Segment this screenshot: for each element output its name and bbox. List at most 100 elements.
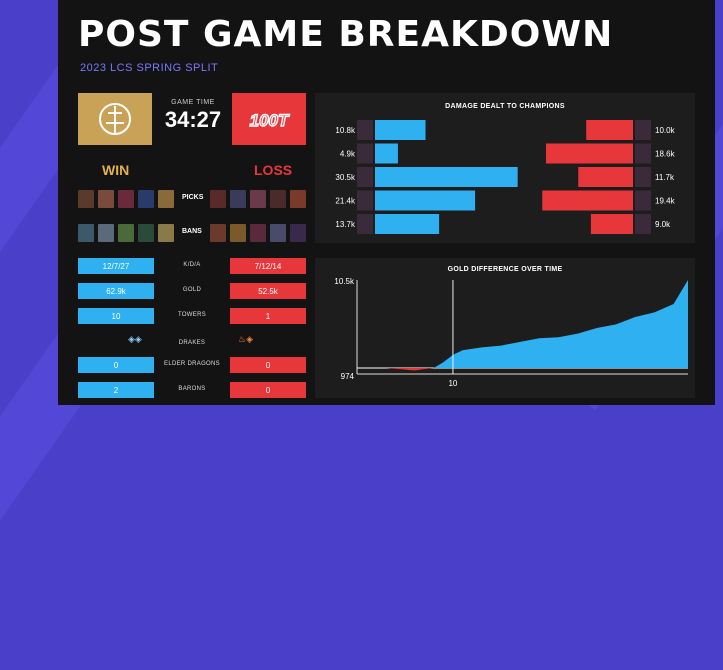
champion-portrait — [357, 190, 373, 211]
champion-portrait — [118, 190, 134, 208]
champion-portrait — [210, 190, 226, 208]
champion-portrait — [250, 224, 266, 242]
y-max-label: 10.5k — [334, 277, 355, 286]
damage-right-label: 11.7k — [655, 173, 675, 182]
champion-portrait — [138, 190, 154, 208]
stat-row-towers: 10 TOWERS 1 — [78, 308, 306, 324]
stat-label: TOWERS — [177, 312, 207, 318]
damage-left-label: 21.4k — [335, 197, 356, 206]
stat-left-value: 0 — [78, 357, 154, 373]
champion-portrait — [138, 224, 154, 242]
damage-right-label: 10.0k — [655, 126, 676, 135]
champion-portrait — [230, 190, 246, 208]
damage-left-label: 13.7k — [335, 220, 356, 229]
damage-bar-right — [542, 190, 633, 211]
damage-bar-right — [590, 214, 633, 234]
stat-row-drakes: ◈◈ DRAKES ♨◈ — [78, 332, 306, 348]
bans-row: BANS — [78, 224, 306, 242]
damage-right-label: 18.6k — [655, 150, 676, 159]
x-tick-label: 10 — [448, 379, 457, 388]
picks-row: PICKS — [78, 190, 306, 208]
stat-right-value: 0 — [230, 357, 306, 373]
champion-portrait — [78, 190, 94, 208]
stat-label: GOLD — [182, 287, 202, 293]
left-team-result: WIN — [102, 162, 130, 178]
champion-portrait — [290, 190, 306, 208]
y-min-label: 974 — [341, 372, 355, 381]
champion-portrait — [290, 224, 306, 242]
100t-logo-text: 100T — [250, 111, 290, 130]
stat-right-value: 1 — [230, 308, 306, 324]
champion-portrait — [635, 190, 651, 211]
stat-label: ELDER DRAGONS — [164, 361, 220, 367]
champion-portrait — [357, 167, 373, 187]
champion-portrait — [98, 190, 114, 208]
damage-left-label: 30.5k — [335, 173, 356, 182]
damage-right-label: 9.0k — [655, 220, 671, 229]
champion-portrait — [635, 167, 651, 187]
golden-guardians-logo — [78, 93, 152, 145]
gold-chart: 10 10.5k 974 — [334, 277, 688, 388]
champion-portrait — [270, 224, 286, 242]
stat-right-value: 52.5k — [230, 283, 306, 299]
damage-bar-left — [375, 120, 426, 140]
champion-portrait — [357, 143, 373, 164]
breakdown-panel: POST GAME BREAKDOWN 2023 LCS SPRING SPLI… — [58, 0, 715, 405]
stat-row-barons: 2 BARONS 0 — [78, 382, 306, 398]
champion-portrait — [158, 190, 174, 208]
damage-bar-left — [375, 167, 518, 187]
stat-right-value: 0 — [230, 382, 306, 398]
picks-label: PICKS — [182, 194, 204, 201]
gold-lead-area-red — [357, 368, 688, 371]
champion-portrait — [635, 214, 651, 234]
game-time-label: GAME TIME — [171, 99, 215, 106]
stat-left-value: 2 — [78, 382, 154, 398]
stat-left-value: 12/7/27 — [78, 258, 154, 274]
stat-label: BARONS — [178, 386, 206, 392]
damage-bar-right — [586, 120, 633, 140]
stat-label: K/D/A — [183, 262, 201, 268]
stat-label: DRAKES — [178, 340, 206, 346]
champion-portrait — [118, 224, 134, 242]
champion-portrait — [270, 190, 286, 208]
stat-left-value: 62.9k — [78, 283, 154, 299]
damage-bar-left — [375, 143, 398, 164]
game-time-value: 34:27 — [164, 107, 222, 132]
champion-portrait — [230, 224, 246, 242]
gold-chart-title: GOLD DIFFERENCE OVER TIME — [447, 266, 563, 273]
champion-portrait — [357, 214, 373, 234]
champion-portrait — [98, 224, 114, 242]
drake-icon: ♨◈ — [238, 334, 253, 344]
stat-row-gold: 62.9k GOLD 52.5k — [78, 283, 306, 299]
right-team-result: LOSS — [254, 162, 293, 178]
champion-portrait — [250, 190, 266, 208]
stat-row-elder-dragons: 0 ELDER DRAGONS 0 — [78, 357, 306, 373]
stat-right-value: 7/12/14 — [230, 258, 306, 274]
damage-left-label: 4.9k — [340, 150, 356, 159]
damage-left-label: 10.8k — [335, 126, 356, 135]
damage-chart: 10.8k 10.0k 4.9k 18.6k 30.5k 11.7k 21.4k 19.4k 1… — [335, 120, 676, 234]
damage-chart-title: DAMAGE DEALT TO CHAMPIONS — [445, 103, 565, 110]
stat-left-value: 10 — [78, 308, 154, 324]
teams-header: GAME TIME 34:27 100T — [78, 93, 306, 147]
champion-portrait — [158, 224, 174, 242]
drake-icon: ◈◈ — [128, 334, 142, 344]
champion-portrait — [78, 224, 94, 242]
damage-bar-left — [375, 190, 476, 211]
damage-bar-left — [375, 214, 440, 234]
damage-bar-right — [546, 143, 633, 164]
game-time: GAME TIME 34:27 — [156, 99, 230, 133]
bans-label: BANS — [182, 228, 202, 235]
damage-right-label: 19.4k — [655, 197, 676, 206]
champion-portrait — [635, 120, 651, 140]
champion-portrait — [210, 224, 226, 242]
gold-chart-panel: GOLD DIFFERENCE OVER TIME 10 10.5k 974 — [315, 258, 695, 398]
champion-portrait — [357, 120, 373, 140]
damage-chart-panel: DAMAGE DEALT TO CHAMPIONS 10.8k 10.0k 4.9k… — [315, 93, 695, 243]
100-thieves-logo: 100T — [232, 93, 306, 145]
gold-lead-area-blue — [357, 280, 688, 368]
page-title: POST GAME BREAKDOWN — [78, 14, 614, 55]
damage-bar-right — [578, 167, 633, 187]
stat-row-kda: 12/7/27 K/D/A 7/12/14 — [78, 258, 306, 274]
champion-portrait — [635, 143, 651, 164]
